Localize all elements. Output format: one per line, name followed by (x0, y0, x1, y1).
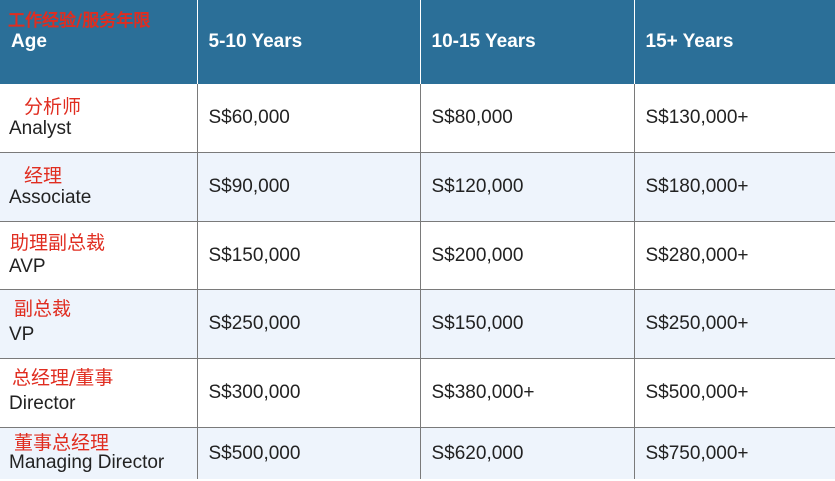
row-label: 董事总经理 Managing Director (0, 427, 198, 479)
salary-cell: S$300,000 (197, 358, 421, 428)
header-col-10-15: 10-15 Years (420, 0, 635, 84)
salary-cell: S$500,000 (197, 427, 421, 479)
salary-cell: S$620,000 (420, 427, 635, 479)
role-cn-annotation: 总经理/董事 (12, 367, 114, 389)
header-col-5-10: 5-10 Years (197, 0, 421, 84)
salary-cell: S$500,000+ (634, 358, 835, 428)
role-cn-annotation: 分析师 (24, 96, 82, 118)
salary-cell: S$250,000+ (634, 289, 835, 359)
header-age-label: Age (11, 31, 47, 52)
role-cn-annotation: 董事总经理 (14, 432, 110, 454)
header-age: 工作经验/服务年限 Age (0, 0, 198, 84)
row-label: 经理 Associate (0, 152, 198, 222)
salary-cell: S$90,000 (197, 152, 421, 222)
salary-cell: S$150,000 (197, 221, 421, 290)
salary-cell: S$80,000 (420, 84, 635, 153)
salary-cell: S$120,000 (420, 152, 635, 222)
salary-cell: S$200,000 (420, 221, 635, 290)
header-age-cn-annotation: 工作经验/服务年限 (8, 11, 151, 31)
role-label: Managing Director (9, 451, 165, 473)
row-label: 助理副总裁 AVP (0, 221, 198, 290)
header-col-15-plus: 15+ Years (634, 0, 835, 84)
role-cn-annotation: 副总裁 (14, 298, 72, 320)
role-label: VP (9, 324, 35, 345)
role-label: Associate (9, 187, 92, 208)
table-row: 总经理/董事 Director S$300,000 S$380,000+ S$5… (0, 358, 835, 428)
role-label: Director (9, 393, 76, 414)
table-row: 分析师 Analyst S$60,000 S$80,000 S$130,000+ (0, 84, 835, 153)
table-row: 经理 Associate S$90,000 S$120,000 S$180,00… (0, 152, 835, 222)
salary-cell: S$130,000+ (634, 84, 835, 153)
row-label: 分析师 Analyst (0, 84, 198, 153)
salary-cell: S$150,000 (420, 289, 635, 359)
row-label: 总经理/董事 Director (0, 358, 198, 428)
table-row: 助理副总裁 AVP S$150,000 S$200,000 S$280,000+ (0, 221, 835, 290)
salary-cell: S$60,000 (197, 84, 421, 153)
salary-cell: S$180,000+ (634, 152, 835, 222)
table-row: 董事总经理 Managing Director S$500,000 S$620,… (0, 427, 835, 479)
role-label: AVP (9, 255, 46, 277)
role-cn-annotation: 经理 (24, 165, 63, 187)
salary-cell: S$280,000+ (634, 221, 835, 290)
salary-cell: S$750,000+ (634, 427, 835, 479)
salary-cell: S$380,000+ (420, 358, 635, 428)
salary-cell: S$250,000 (197, 289, 421, 359)
header-row: 工作经验/服务年限 Age 5-10 Years 10-15 Years 15+… (0, 0, 835, 84)
table-row: 副总裁 VP S$250,000 S$150,000 S$250,000+ (0, 289, 835, 359)
role-cn-annotation: 助理副总裁 (10, 232, 106, 254)
row-label: 副总裁 VP (0, 289, 198, 359)
role-label: Analyst (9, 118, 72, 139)
